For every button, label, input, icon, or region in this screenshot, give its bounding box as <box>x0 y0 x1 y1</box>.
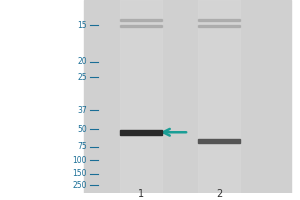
Text: 50: 50 <box>77 125 87 134</box>
Bar <box>198 0 240 193</box>
Text: 150: 150 <box>73 169 87 178</box>
Text: 15: 15 <box>77 21 87 30</box>
Bar <box>120 25 162 27</box>
Bar <box>84 0 291 193</box>
Bar <box>120 130 162 135</box>
Text: 250: 250 <box>73 181 87 190</box>
Text: 25: 25 <box>77 73 87 82</box>
Text: 20: 20 <box>77 57 87 66</box>
Bar <box>120 0 162 193</box>
Text: 1: 1 <box>138 189 144 199</box>
Text: 75: 75 <box>77 142 87 151</box>
Bar <box>198 25 240 27</box>
Text: 2: 2 <box>216 189 222 199</box>
Bar <box>198 139 240 143</box>
Text: 37: 37 <box>77 106 87 115</box>
Text: 100: 100 <box>73 156 87 165</box>
Bar <box>198 19 240 21</box>
Bar <box>120 19 162 21</box>
